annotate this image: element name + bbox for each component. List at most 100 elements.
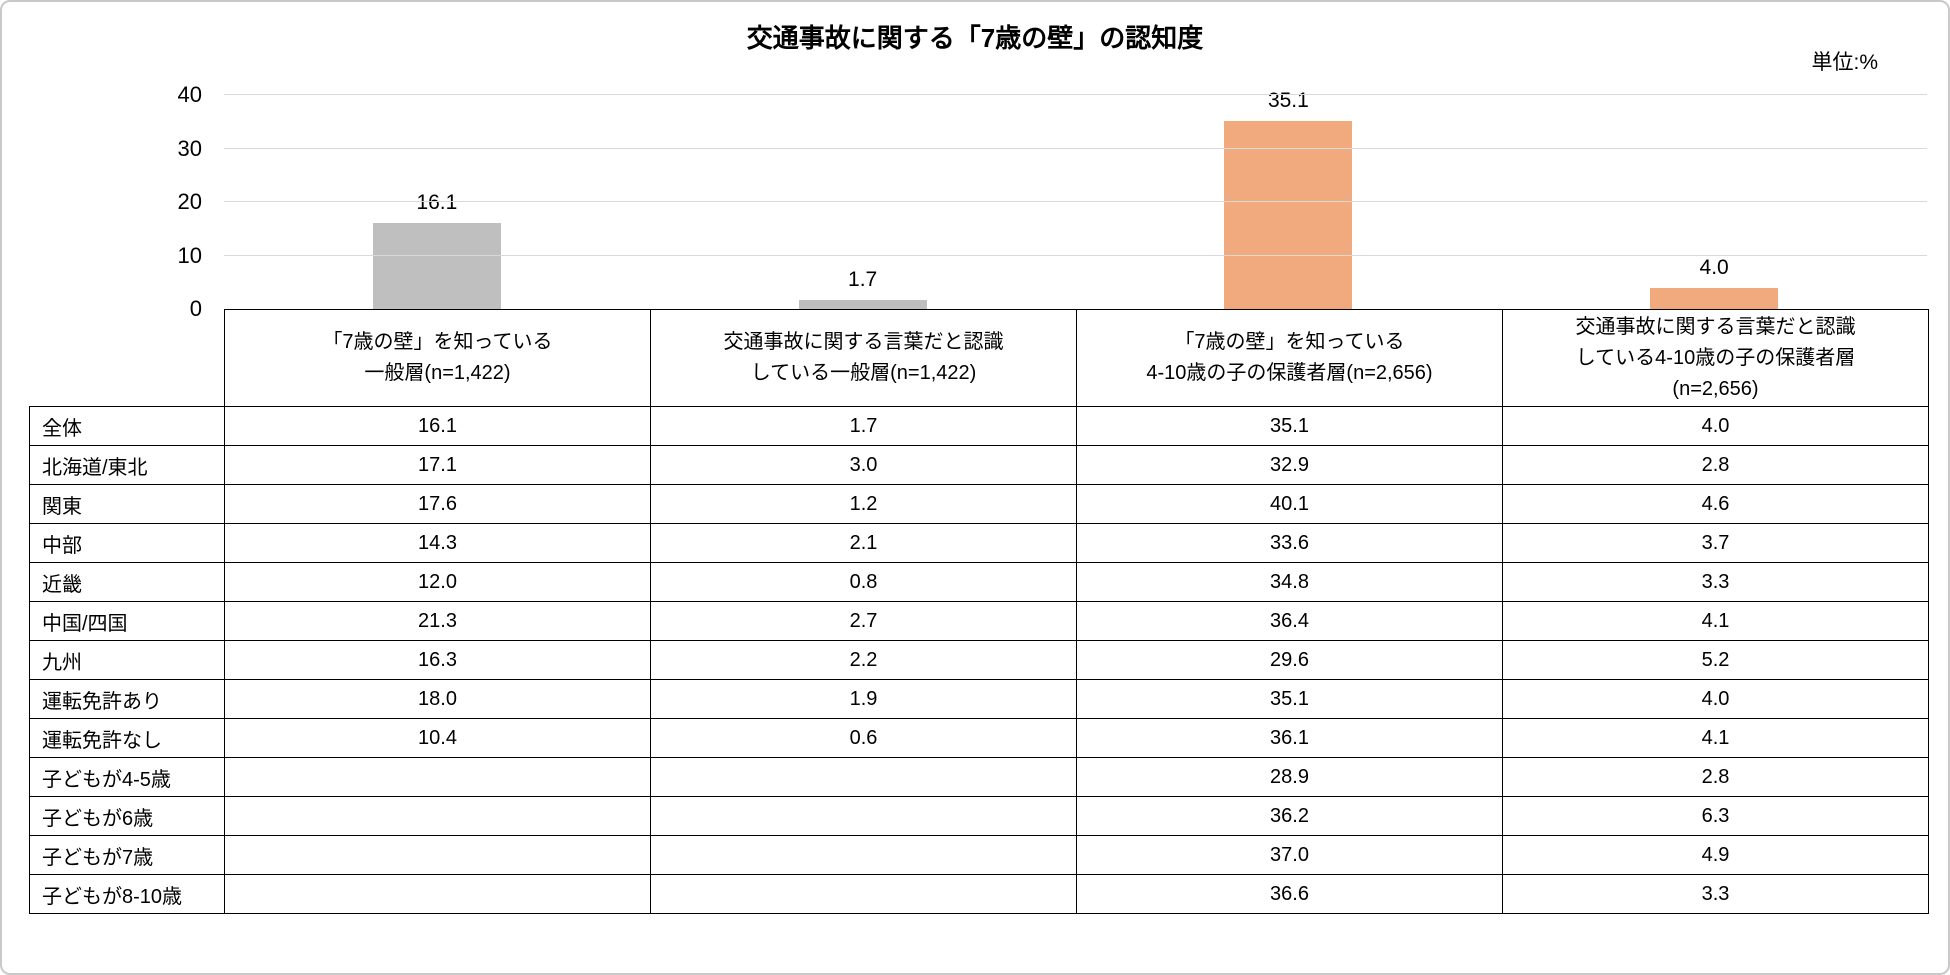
table-cell: 0.8 [650,562,1077,602]
table-cell: 17.1 [224,445,651,485]
table-cell: 3.3 [1502,562,1929,602]
table-cell: 2.7 [650,601,1077,641]
table-cell: 29.6 [1076,640,1503,680]
bar-value-label: 4.0 [1699,255,1729,279]
data-table: 「7歳の壁」を知っている 一般層(n=1,422) 交通事故に関する言葉だと認識 … [29,309,1929,914]
bar [1650,287,1779,309]
table-cell: 3.7 [1502,523,1929,563]
bar-value-label: 16.1 [416,190,458,214]
table-cell: 36.2 [1076,796,1503,836]
table-cell: 4.1 [1502,601,1929,641]
row-label: 九州 [29,640,225,680]
bar-slot: 1.7 [650,95,1076,309]
table-cell: 16.1 [224,406,651,446]
row-label: 運転免許あり [29,679,225,719]
table-cell [650,796,1077,836]
bar-slot: 16.1 [224,95,650,309]
y-axis-tick-label: 20 [177,189,202,214]
table-cell: 37.0 [1076,835,1503,875]
table-cell: 4.0 [1502,406,1929,446]
table-cell [224,757,651,797]
table-cell: 4.6 [1502,484,1929,524]
table-cell: 2.8 [1502,757,1929,797]
table-cell: 35.1 [1076,406,1503,446]
bar-slot: 35.1 [1076,89,1502,309]
table-cell: 12.0 [224,562,651,602]
table-cell: 28.9 [1076,757,1503,797]
table-row: 北海道/東北 17.1 3.0 32.9 2.8 [29,445,1929,485]
table-row: 運転免許なし 10.4 0.6 36.1 4.1 [29,718,1929,758]
table-cell: 1.2 [650,484,1077,524]
table-cell: 34.8 [1076,562,1503,602]
chart-title: 交通事故に関する「7歳の壁」の認知度 [746,23,1204,53]
table-cell: 16.3 [224,640,651,680]
table-body: 全体 16.1 1.7 35.1 4.0 北海道/東北 17.1 3.0 32.9 2.8 関東 17… [29,406,1929,914]
row-label: 全体 [29,406,225,446]
row-label: 子どもが6歳 [29,796,225,836]
table-cell: 2.2 [650,640,1077,680]
table-row: 子どもが7歳 37.0 4.9 [29,835,1929,875]
row-label: 北海道/東北 [29,445,225,485]
row-label: 子どもが8-10歳 [29,874,225,914]
table-cell: 2.8 [1502,445,1929,485]
table-head: 「7歳の壁」を知っている 一般層(n=1,422) 交通事故に関する言葉だと認識 … [30,309,1929,407]
y-axis: 0 10 20 30 40 [2,82,202,321]
table-row: 関東 17.6 1.2 40.1 4.6 [29,484,1929,524]
gridline [224,201,1927,202]
bars: 16.1 1.7 35.1 4.0 [224,89,1927,309]
y-axis-tick-label: 30 [177,135,202,161]
table-cell: 35.1 [1076,679,1503,719]
y-axis-tick-label: 0 [189,296,202,321]
table-cell: 4.1 [1502,718,1929,758]
table-row: 運転免許あり 18.0 1.9 35.1 4.0 [29,679,1929,719]
table-row: 子どもが6歳 36.2 6.3 [29,796,1929,836]
table-cell: 14.3 [224,523,651,563]
table-cell: 3.0 [650,445,1077,485]
row-label: 運転免許なし [29,718,225,758]
table-row: 子どもが8-10歳 36.6 3.3 [29,874,1929,914]
table-cell: 36.4 [1076,601,1503,641]
row-label: 子どもが7歳 [29,835,225,875]
table-corner-cell [30,310,225,407]
bar [372,222,501,309]
table-cell [224,835,651,875]
table-cell: 4.0 [1502,679,1929,719]
column-header: 「7歳の壁」を知っている 4-10歳の子の保護者層(n=2,656) [1076,309,1503,407]
table-cell [224,796,651,836]
table-cell: 6.3 [1502,796,1929,836]
table-cell: 21.3 [224,601,651,641]
table-cell: 40.1 [1076,484,1503,524]
gridline [224,94,1927,95]
row-label: 中国/四国 [29,601,225,641]
table-cell: 10.4 [224,718,651,758]
column-header: 「7歳の壁」を知っている 一般層(n=1,422) [224,309,651,407]
table-cell: 5.2 [1502,640,1929,680]
table-cell: 36.6 [1076,874,1503,914]
table-row: 近畿 12.0 0.8 34.8 3.3 [29,562,1929,602]
table-cell: 1.9 [650,679,1077,719]
table-cell [650,757,1077,797]
table-cell: 0.6 [650,718,1077,758]
gridline [224,254,1927,256]
table-cell: 17.6 [224,484,651,524]
table-cell: 33.6 [1076,523,1503,563]
row-label: 関東 [29,484,225,524]
column-header: 交通事故に関する言葉だと認識 している4-10歳の子の保護者層 (n=2,656… [1502,309,1929,407]
y-axis-tick-label: 10 [177,242,202,268]
table-cell: 4.9 [1502,835,1929,875]
table-cell [650,874,1077,914]
table-cell: 36.1 [1076,718,1503,758]
y-axis-tick-label: 40 [177,82,202,107]
bar-value-label: 1.7 [848,267,878,291]
table-cell: 2.1 [650,523,1077,563]
table-header-row: 「7歳の壁」を知っている 一般層(n=1,422) 交通事故に関する言葉だと認識 … [30,309,1929,407]
column-header: 交通事故に関する言葉だと認識 している一般層(n=1,422) [650,309,1077,407]
table-cell: 1.7 [650,406,1077,446]
gridline [224,147,1927,149]
table-cell: 32.9 [1076,445,1503,485]
table-cell: 3.3 [1502,874,1929,914]
table-row: 中国/四国 21.3 2.7 36.4 4.1 [29,601,1929,641]
row-label: 近畿 [29,562,225,602]
table-cell: 18.0 [224,679,651,719]
table-row: 九州 16.3 2.2 29.6 5.2 [29,640,1929,680]
